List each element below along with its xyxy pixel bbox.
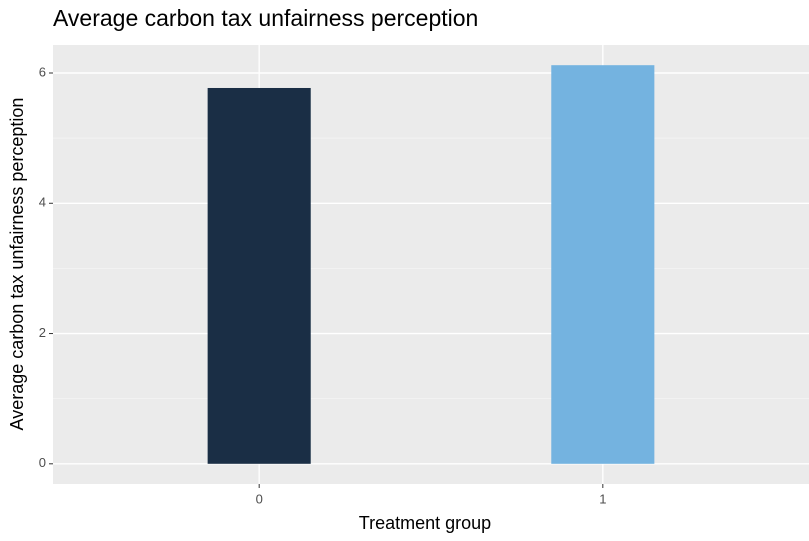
panel <box>53 45 809 484</box>
x-tick-label: 1 <box>599 491 606 506</box>
y-tick-label: 0 <box>39 455 46 470</box>
x-tick-label: 0 <box>256 491 263 506</box>
y-tick-label: 6 <box>39 64 46 79</box>
bar <box>551 65 655 464</box>
y-tick-label: 2 <box>39 325 46 340</box>
x-axis-title: Treatment group <box>359 513 491 533</box>
chart-title: Average carbon tax unfairness perception <box>53 5 478 31</box>
bar <box>207 87 311 464</box>
y-tick-label: 4 <box>39 195 46 210</box>
y-axis-title: Average carbon tax unfairness perception <box>7 98 27 431</box>
